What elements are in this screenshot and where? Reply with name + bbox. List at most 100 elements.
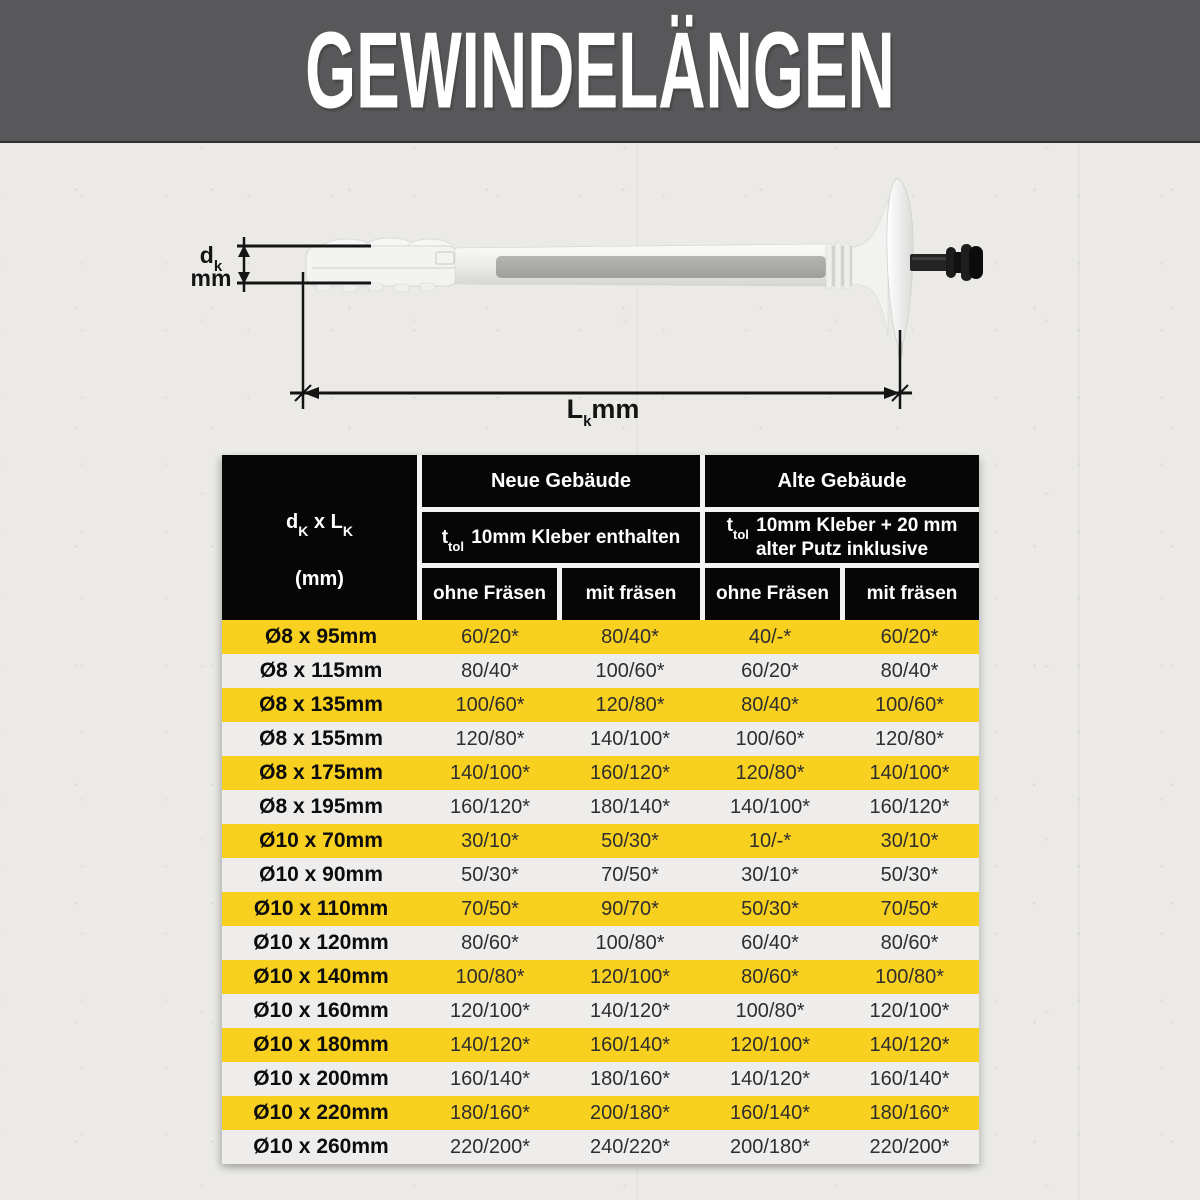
size-cell: Ø10 x 120mm [253, 931, 389, 954]
value-cell: 120/100* [449, 999, 531, 1022]
value-cell: 50/30* [880, 863, 939, 886]
size-cell: Ø8 x 195mm [259, 795, 383, 818]
table-row: Ø8 x 95mm 60/20* 80/40* 40/-* 60/20* [222, 620, 979, 654]
size-cell: Ø10 x 220mm [253, 1101, 389, 1124]
value-cell: 220/200* [449, 1135, 531, 1158]
size-cell: Ø10 x 260mm [253, 1135, 389, 1158]
dowel-shaft [454, 243, 829, 287]
value-cell: 10/-* [748, 829, 792, 852]
table-rows: Ø8 x 95mm 60/20* 80/40* 40/-* 60/20* Ø8 … [222, 620, 979, 1164]
table-row: Ø10 x 220mm 180/160* 200/180* 160/140* 1… [222, 1096, 979, 1130]
size-cell: Ø10 x 70mm [259, 829, 383, 852]
group-header-neue-gebaeude: Neue Gebäude [422, 455, 700, 507]
subheader-ohne-fraesen-alte: ohne Fräsen [705, 568, 840, 620]
size-cell: Ø10 x 110mm [253, 897, 389, 920]
value-cell: 120/100* [869, 999, 950, 1022]
value-cell: 100/80* [455, 965, 525, 988]
value-cell: 180/160* [869, 1101, 950, 1124]
value-cell: 140/100* [449, 761, 531, 784]
value-cell: 120/80* [595, 693, 665, 716]
value-cell: 140/100* [869, 761, 950, 784]
size-cell: Ø8 x 135mm [259, 693, 383, 716]
size-cell: Ø8 x 95mm [264, 625, 378, 648]
value-cell: 70/50* [461, 897, 519, 920]
value-cell: 50/30* [741, 897, 799, 920]
value-cell: 200/180* [729, 1135, 811, 1158]
table-row: Ø8 x 135mm 100/60* 120/80* 80/40* 100/60… [222, 688, 979, 722]
value-cell: 80/40* [741, 693, 799, 716]
value-cell: 160/140* [449, 1067, 531, 1090]
size-cell: Ø10 x 200mm [253, 1067, 389, 1090]
value-cell: 80/60* [461, 931, 519, 954]
table-row: Ø8 x 175mm 140/100* 160/120* 120/80* 140… [222, 756, 979, 790]
value-cell: 30/10* [741, 863, 799, 886]
value-cell: 80/40* [601, 625, 659, 648]
value-cell: 60/20* [880, 625, 939, 648]
value-cell: 80/60* [880, 931, 939, 954]
table-row: Ø8 x 155mm 120/80* 140/100* 100/60* 120/… [222, 722, 979, 756]
value-cell: 100/80* [595, 931, 665, 954]
size-cell: Ø8 x 115mm [259, 659, 383, 682]
value-cell: 60/20* [461, 625, 519, 648]
table-header: dK x LK (mm) Neue Gebäude Alte Gebäude t… [222, 455, 979, 620]
value-cell: 90/70* [601, 897, 659, 920]
title-banner: GEWINDELÄNGEN [0, 0, 1200, 143]
diameter-label-sub: k [213, 257, 223, 275]
table-row: Ø10 x 90mm 50/30* 70/50* 30/10* 50/30* [222, 858, 979, 892]
table-row: Ø10 x 140mm 100/80* 120/100* 80/60* 100/… [222, 960, 979, 994]
table-row: Ø10 x 260mm 220/200* 240/220* 200/180* 2… [222, 1130, 979, 1164]
table-row: Ø10 x 160mm 120/100* 140/120* 100/80* 12… [222, 994, 979, 1028]
table-row: Ø10 x 110mm 70/50* 90/70* 50/30* 70/50* [222, 892, 979, 926]
size-cell: Ø10 x 160mm [253, 999, 389, 1022]
value-cell: 140/120* [589, 999, 671, 1022]
value-cell: 100/80* [735, 999, 805, 1022]
value-cell: 70/50* [880, 897, 939, 920]
corner-header-cell: dK x LK (mm) [222, 455, 417, 620]
value-cell: 50/30* [601, 829, 659, 852]
value-cell: 180/140* [589, 795, 671, 818]
value-cell: 220/200* [869, 1135, 950, 1158]
value-cell: 60/40* [741, 931, 799, 954]
diameter-label: dk mm [181, 242, 241, 291]
value-cell: 50/30* [461, 863, 519, 886]
value-cell: 60/20* [741, 659, 799, 682]
value-cell: 80/40* [880, 659, 939, 682]
length-label-symbol: L [566, 394, 584, 424]
value-cell: 80/60* [741, 965, 799, 988]
spec-table: dK x LK (mm) Neue Gebäude Alte Gebäude t… [222, 455, 979, 1164]
size-cell: Ø10 x 90mm [259, 863, 383, 886]
value-cell: 160/120* [449, 795, 531, 818]
dowel-diagram [237, 177, 983, 409]
corner-unit-label: (mm) [295, 568, 344, 590]
value-cell: 140/120* [449, 1033, 531, 1056]
value-cell: 160/140* [869, 1067, 950, 1090]
table-row: Ø10 x 180mm 140/120* 160/140* 120/100* 1… [222, 1028, 979, 1062]
value-cell: 120/100* [589, 965, 671, 988]
table-row: Ø8 x 115mm 80/40* 100/60* 60/20* 80/40* [222, 654, 979, 688]
value-cell: 100/80* [875, 965, 944, 988]
value-cell: 100/60* [875, 693, 944, 716]
value-cell: 70/50* [601, 863, 659, 886]
value-cell: 100/60* [735, 727, 805, 750]
dowel-pin [910, 244, 983, 281]
value-cell: 120/80* [875, 727, 944, 750]
value-cell: 30/10* [461, 829, 519, 852]
length-label-unit: mm [591, 394, 640, 424]
value-cell: 140/100* [729, 795, 811, 818]
subheader-mit-fraesen-neue: mit fräsen [562, 568, 700, 620]
value-cell: 160/120* [869, 795, 950, 818]
size-cell: Ø8 x 175mm [259, 761, 383, 784]
value-cell: 120/100* [729, 1033, 811, 1056]
value-cell: 140/100* [589, 727, 671, 750]
subheader-mit-fraesen-alte: mit fräsen [845, 568, 979, 620]
subheader-ohne-fraesen-neue: ohne Fräsen [422, 568, 557, 620]
value-cell: 160/140* [589, 1033, 671, 1056]
value-cell: 40/-* [748, 625, 792, 648]
value-cell: 200/180* [589, 1101, 671, 1124]
size-cell: Ø8 x 155mm [259, 727, 383, 750]
diameter-label-symbol: d [199, 242, 214, 268]
dowel-plate [851, 177, 914, 362]
value-cell: 120/80* [455, 727, 525, 750]
size-cell: Ø10 x 180mm [253, 1033, 389, 1056]
